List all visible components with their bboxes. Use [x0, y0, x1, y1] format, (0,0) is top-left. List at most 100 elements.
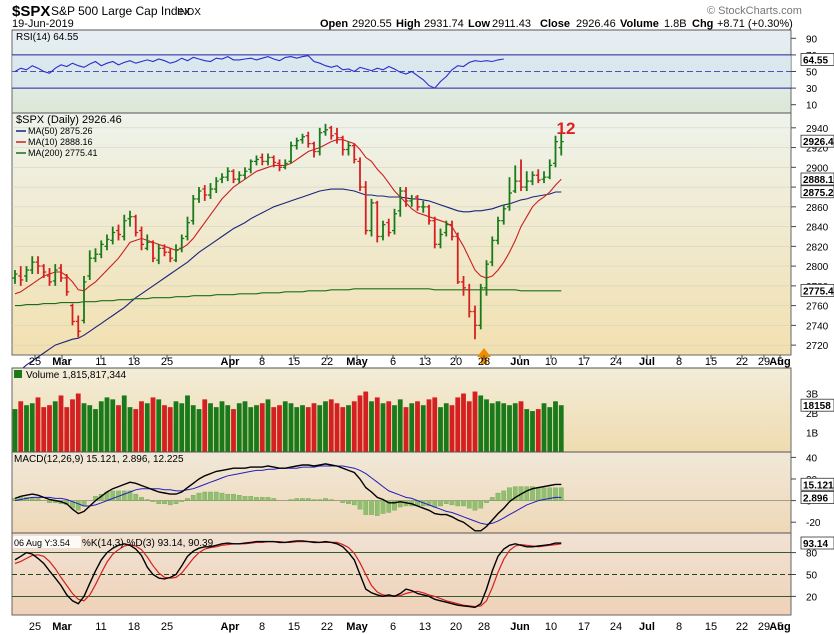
x-tick-label: 29: [758, 356, 770, 368]
volume-bar: [489, 403, 495, 452]
svg-text:Chg: Chg: [692, 18, 713, 30]
volume-bar: [311, 403, 317, 452]
x-axis: 25 Mar 11 18 25 Apr 8 15 22 May 6 13 20 28 Jun 10 17 24 Ju…: [29, 355, 791, 368]
x-tick-label: 6: [390, 356, 396, 368]
macd-histogram-bar: [231, 493, 236, 501]
x-tick-label-bottom: 5: [777, 621, 783, 633]
macd-histogram-bar: [254, 497, 259, 501]
x-tick-label: 28: [478, 356, 490, 368]
macd-histogram-bar: [351, 500, 357, 506]
x-tick-label-bottom: Aug: [769, 621, 790, 633]
legend-entry: $SPX (Daily) 2926.46: [16, 114, 122, 126]
x-tick-label: 11: [95, 356, 106, 368]
price-panel: 2720274027602780280028202840286028802900…: [11, 112, 834, 376]
date-readout-box: [13, 536, 81, 548]
volume-bar: [323, 401, 328, 452]
volume-bar: [64, 407, 70, 452]
macd-histogram-bar: [392, 500, 397, 511]
rsi-y-tick: 50: [806, 68, 818, 79]
x-tick-label-bottom: 8: [676, 621, 682, 633]
volume-bar: [52, 401, 58, 452]
macd-histogram-bar: [380, 500, 386, 514]
watermark: © StockCharts.com: [707, 5, 802, 17]
volume-bar: [185, 395, 190, 452]
svg-text:1.8B: 1.8B: [664, 18, 687, 30]
volume-bar: [265, 399, 271, 452]
macd-histogram-bar: [236, 495, 242, 501]
volume-bar: [87, 405, 93, 452]
macd-histogram-bar: [127, 490, 133, 501]
volume-bar: [530, 411, 535, 452]
macd-title: MACD(12,26,9) 15.121, 2.896, 12.225: [14, 454, 184, 465]
macd-histogram-bar: [553, 487, 558, 501]
x-tick-label-bottom: 10: [545, 621, 557, 633]
rsi-y-tick: 90: [806, 34, 818, 45]
volume-bar: [346, 405, 351, 452]
macd-line: [14, 463, 562, 532]
volume-bar: [259, 403, 265, 452]
macd-histogram-bar: [478, 500, 484, 509]
macd-histogram-bar: [185, 498, 190, 501]
macd-histogram-bar: [558, 487, 564, 501]
x-tick-label: 5: [777, 356, 783, 368]
macd-histogram-bar: [265, 497, 271, 501]
stoch-y-tick: 80: [806, 549, 818, 560]
macd-histogram-bar: [323, 498, 328, 501]
chart-date: 19-Jun-2019: [12, 18, 74, 30]
stoch-title: %K(14,3) %D(3) 93.14, 90.39: [82, 538, 214, 549]
volume-bar: [305, 407, 311, 452]
x-tick-label-bottom: 24: [610, 621, 622, 633]
svg-text:Open: Open: [320, 18, 348, 30]
volume-bar: [179, 403, 185, 452]
macd-histogram-bar: [219, 492, 225, 501]
macd-histogram-bar: [162, 500, 167, 504]
volume-bar: [202, 399, 208, 452]
macd-histogram-bar: [374, 500, 380, 516]
x-tick-label: 20: [450, 356, 462, 368]
volume-swatch: [14, 370, 22, 378]
volume-bar: [254, 405, 259, 452]
volume-bar: [156, 399, 162, 452]
stoch-y-tick: 50: [806, 571, 818, 582]
macd-histogram-bar: [455, 500, 461, 507]
price-y-tick: 2860: [806, 203, 829, 214]
macd-histogram-bar: [363, 500, 369, 515]
macd-histogram-bar: [110, 490, 116, 501]
x-tick-label: 25: [29, 356, 41, 368]
volume-bar: [116, 405, 121, 452]
macd-histogram-bar: [438, 500, 443, 507]
volume-bar: [334, 403, 340, 452]
volume-bar: [133, 409, 139, 452]
macd-histogram-bar: [530, 486, 535, 501]
macd-histogram-bar: [369, 500, 374, 515]
macd-histogram-bar: [489, 497, 495, 501]
svg-text:High: High: [396, 18, 421, 30]
volume-bar: [213, 407, 219, 452]
volume-bar: [104, 397, 110, 452]
macd-histogram-bar: [501, 490, 507, 501]
price-y-tick: 2900: [806, 163, 829, 174]
ma-line-ma200: [15, 288, 562, 307]
x-tick-label-bottom: 20: [450, 621, 462, 633]
x-tick-label: 24: [610, 356, 622, 368]
volume-y-tick: 3B: [806, 390, 819, 401]
volume-bar: [190, 405, 196, 452]
volume-bar: [438, 407, 443, 452]
volume-bar: [461, 393, 466, 452]
macd-y-tick: -20: [806, 518, 821, 529]
svg-text:2911.43: 2911.43: [492, 18, 531, 30]
volume-bar: [420, 405, 426, 452]
x-tick-label-bottom: 15: [705, 621, 717, 633]
svg-text:2926.46: 2926.46: [576, 18, 616, 30]
macd-histogram-bar: [179, 500, 185, 502]
price-y-tick: 2820: [806, 242, 829, 253]
x-tick-label-bottom: 29: [758, 621, 770, 633]
legend-entry: MA(200) 2775.41: [28, 148, 98, 158]
legend-entry: MA(10) 2888.16: [28, 137, 93, 147]
macd-histogram-bar: [202, 491, 208, 501]
x-tick-label: 17: [578, 356, 590, 368]
x-tick-label: 8: [676, 356, 682, 368]
macd-histogram-bar: [524, 486, 530, 501]
